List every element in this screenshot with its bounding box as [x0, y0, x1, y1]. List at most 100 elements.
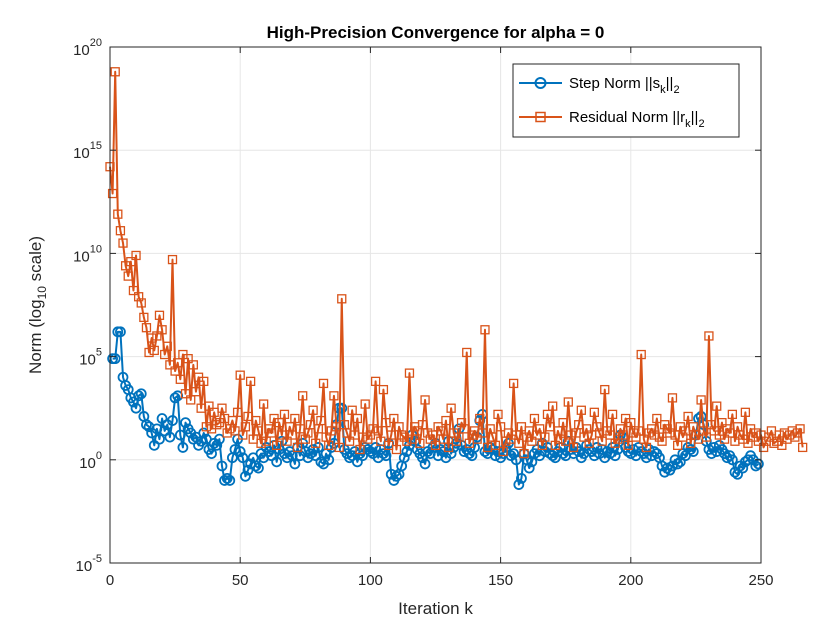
data-point-circle: [542, 442, 553, 453]
data-point-circle: [174, 429, 186, 441]
data-point-square: [519, 448, 529, 459]
data-point-square: [719, 434, 730, 444]
data-point-square: [568, 442, 579, 453]
data-point-square: [347, 405, 357, 415]
data-point-circle: [206, 448, 217, 460]
data-point-square: [279, 409, 290, 420]
data-point-circle: [154, 433, 165, 445]
data-point-square: [415, 438, 425, 448]
legend-entry-step-norm: Step Norm ||sk||2: [519, 75, 680, 96]
data-point-circle: [281, 452, 293, 464]
data-point-circle: [180, 417, 191, 429]
data-point-circle: [391, 470, 402, 482]
data-point-square: [657, 436, 667, 446]
data-point-circle: [250, 460, 262, 472]
data-point-square: [144, 347, 154, 358]
data-point-square: [514, 438, 524, 448]
data-point-square: [555, 434, 566, 444]
data-point-square: [495, 422, 506, 432]
data-point-square: [300, 434, 310, 444]
data-point-circle: [419, 458, 431, 470]
data-point-square: [352, 413, 363, 424]
data-point-square: [623, 440, 633, 451]
data-point-square: [251, 415, 261, 426]
data-point-square: [308, 405, 318, 415]
data-point-circle: [128, 396, 139, 408]
data-point-square: [717, 417, 727, 428]
data-point-circle: [135, 388, 147, 400]
data-point-square: [615, 424, 626, 434]
legend-entry-residual-norm: Residual Norm ||rk||2: [519, 109, 705, 130]
data-point-square: [540, 432, 550, 442]
data-point-square: [188, 360, 198, 370]
data-point-square: [459, 424, 469, 434]
data-point-square: [201, 422, 212, 432]
x-tick-label: 150: [488, 572, 513, 589]
data-point-square: [186, 395, 196, 405]
data-point-circle: [115, 326, 126, 338]
data-point-circle: [141, 419, 152, 431]
data-point-square: [110, 67, 120, 77]
data-point-square: [115, 226, 126, 236]
data-point-square: [258, 399, 269, 409]
data-point-square: [274, 417, 284, 428]
data-point-square: [183, 354, 193, 364]
data-point-square: [337, 294, 347, 304]
data-point-square: [443, 442, 454, 453]
data-point-square: [673, 440, 683, 451]
legend-circle-marker: [534, 77, 547, 89]
data-point-square: [311, 438, 321, 448]
data-point-circle: [523, 462, 535, 474]
data-point-square: [667, 393, 678, 403]
data-point-square: [417, 420, 428, 430]
data-point-square: [282, 436, 292, 446]
data-point-circle: [169, 392, 181, 404]
x-tick-label: 50: [232, 572, 249, 589]
data-point-circle: [164, 431, 176, 443]
data-point-square: [597, 436, 607, 446]
data-point-square: [441, 415, 451, 426]
data-point-square: [173, 358, 183, 368]
data-point-circle: [516, 472, 527, 484]
data-point-circle: [289, 458, 301, 470]
data-point-square: [430, 440, 441, 451]
data-point-square: [592, 422, 602, 432]
data-point-square: [292, 442, 303, 453]
data-point-square: [633, 426, 644, 436]
data-point-circle: [380, 450, 392, 462]
data-point-circle: [159, 425, 171, 437]
legend-label-residual-norm: Residual Norm ||rk||2: [569, 109, 705, 130]
data-point-square: [217, 403, 227, 413]
data-point-circle: [216, 460, 228, 472]
data-point-square: [725, 428, 735, 438]
data-point-square: [636, 349, 646, 360]
data-point-square: [404, 368, 415, 378]
data-point-square: [706, 420, 717, 430]
data-point-square: [290, 413, 300, 424]
data-point-square: [227, 415, 238, 426]
data-point-circle: [513, 479, 525, 490]
data-point-circle: [661, 462, 673, 474]
y-tick-label: 105: [79, 347, 102, 369]
series-layer: [105, 67, 808, 490]
data-point-square: [240, 422, 251, 432]
data-point-square: [152, 331, 162, 341]
data-point-square: [563, 397, 573, 407]
data-point-square: [699, 426, 709, 436]
data-point-circle: [510, 454, 522, 466]
data-point-square: [480, 325, 490, 335]
data-point-circle: [445, 448, 457, 460]
data-point-square: [180, 389, 191, 399]
data-point-circle: [109, 353, 121, 365]
data-point-circle: [726, 454, 738, 466]
data-point-square: [149, 345, 159, 356]
data-point-square: [423, 428, 433, 438]
data-point-square: [272, 440, 282, 451]
data-point-square: [777, 440, 787, 451]
axes-frame: [109, 46, 762, 564]
data-point-square: [646, 424, 657, 434]
data-point-square: [368, 424, 378, 434]
data-point-square: [261, 436, 271, 446]
